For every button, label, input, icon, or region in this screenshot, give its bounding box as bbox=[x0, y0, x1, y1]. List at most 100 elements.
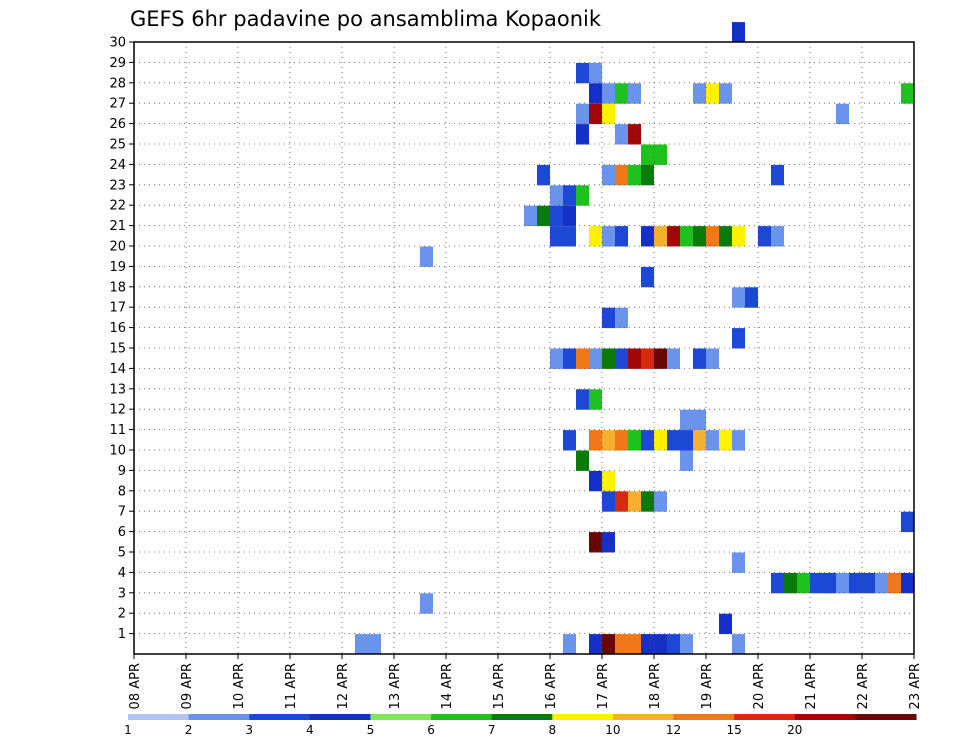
heatmap-cell bbox=[589, 634, 602, 655]
heatmap-cell bbox=[615, 226, 628, 247]
heatmap-cell bbox=[719, 613, 732, 635]
colorbar-swatch bbox=[370, 714, 432, 720]
colorbar-swatch bbox=[491, 714, 553, 720]
y-tick-label: 24 bbox=[109, 158, 126, 173]
y-tick-label: 8 bbox=[118, 484, 126, 499]
colorbar-legend: 1 2 3 4 5 6 7 8 10 12 15 20 bbox=[124, 714, 917, 737]
colorbar-label: 4 bbox=[306, 723, 314, 737]
heatmap-cell bbox=[550, 205, 563, 227]
heatmap-cell bbox=[563, 348, 576, 369]
heatmap-cell bbox=[680, 450, 693, 471]
heatmap-cell bbox=[641, 491, 654, 512]
colorbar-swatch bbox=[128, 714, 190, 720]
heatmap-cell bbox=[589, 470, 602, 492]
heatmap-cell bbox=[602, 491, 615, 512]
heatmap-cell bbox=[641, 266, 654, 288]
x-tick-label: 18 APR bbox=[648, 663, 663, 709]
heatmap-cell bbox=[563, 430, 576, 451]
colorbar-label: 12 bbox=[666, 723, 681, 737]
heatmap-cell bbox=[563, 205, 576, 227]
heatmap-cell bbox=[849, 572, 862, 594]
heatmap-cell bbox=[589, 430, 602, 451]
x-tick-label: 22 APR bbox=[856, 663, 871, 709]
y-tick-label: 4 bbox=[118, 566, 126, 581]
heatmap-cell bbox=[537, 205, 550, 227]
y-tick-label: 25 bbox=[109, 138, 126, 153]
heatmap-cell bbox=[615, 634, 628, 655]
heatmap-cell bbox=[537, 164, 550, 186]
heatmap-cell bbox=[615, 83, 628, 104]
y-tick-label: 12 bbox=[109, 403, 126, 418]
heatmap-cell bbox=[615, 164, 628, 186]
y-tick-label: 18 bbox=[109, 280, 126, 295]
heatmap-cell bbox=[888, 572, 901, 594]
x-tick-label: 13 APR bbox=[388, 663, 403, 709]
x-tick-label: 10 APR bbox=[232, 663, 247, 709]
heatmap-cell bbox=[550, 348, 563, 369]
colorbar-label: 10 bbox=[605, 723, 620, 737]
colorbar-swatch bbox=[552, 714, 614, 720]
heatmap-cell bbox=[862, 572, 875, 594]
colorbar-swatch bbox=[794, 714, 856, 720]
colorbar-swatch bbox=[431, 714, 493, 720]
heatmap-cell bbox=[589, 62, 602, 84]
heatmap-cell bbox=[771, 572, 784, 594]
heatmap-cell bbox=[563, 185, 576, 206]
heatmap-cell bbox=[628, 164, 641, 186]
heatmap-cell bbox=[719, 226, 732, 247]
x-tick-label: 19 APR bbox=[700, 663, 715, 709]
x-tick-label: 21 APR bbox=[804, 663, 819, 709]
x-tick-label: 17 APR bbox=[596, 663, 611, 709]
y-tick-label: 27 bbox=[109, 97, 126, 112]
heatmap-cell bbox=[589, 532, 602, 553]
heatmap-cell bbox=[693, 83, 706, 104]
heatmap-cell bbox=[589, 83, 602, 104]
heatmap-cell bbox=[615, 430, 628, 451]
y-tick-label: 13 bbox=[109, 382, 126, 397]
heatmap-cell bbox=[602, 348, 615, 369]
heatmap-cell bbox=[602, 103, 615, 125]
heatmap-cell bbox=[680, 634, 693, 655]
x-tick-label: 12 APR bbox=[336, 663, 351, 709]
heatmap-cell bbox=[654, 226, 667, 247]
heatmap-cell bbox=[875, 572, 888, 594]
y-tick-label: 3 bbox=[118, 586, 126, 601]
heatmap-cell bbox=[667, 430, 680, 451]
heatmap-cell bbox=[732, 22, 745, 43]
heatmap-cell bbox=[901, 511, 914, 533]
y-tick-label: 11 bbox=[109, 423, 126, 438]
y-tick-label: 14 bbox=[109, 362, 126, 377]
y-tick-label: 1 bbox=[118, 627, 126, 642]
y-tick-label: 17 bbox=[109, 301, 126, 316]
heatmap-cell bbox=[641, 634, 654, 655]
grid-layer bbox=[133, 41, 915, 654]
colorbar-label: 15 bbox=[727, 723, 742, 737]
heatmap-cell bbox=[810, 572, 823, 594]
heatmap-cell bbox=[420, 593, 433, 614]
heatmap-cell bbox=[368, 634, 381, 655]
heatmap-cell bbox=[355, 634, 368, 655]
y-tick-label: 2 bbox=[118, 607, 126, 622]
heatmap-cell bbox=[836, 572, 849, 594]
colorbar-swatch bbox=[309, 714, 371, 720]
heatmap-cell bbox=[797, 572, 810, 594]
colorbar-label: 5 bbox=[367, 723, 375, 737]
heatmap-cell bbox=[706, 430, 719, 451]
y-tick-label: 29 bbox=[109, 56, 126, 71]
colorbar-swatch bbox=[673, 714, 735, 720]
cells-layer bbox=[355, 22, 914, 655]
heatmap-cell bbox=[732, 287, 745, 308]
heatmap-cell bbox=[602, 307, 615, 329]
heatmap-cell bbox=[576, 103, 589, 125]
heatmap-cell bbox=[576, 62, 589, 84]
x-tick-label: 16 APR bbox=[544, 663, 559, 709]
heatmap-cell bbox=[602, 164, 615, 186]
heatmap-cell bbox=[667, 634, 680, 655]
heatmap-cell bbox=[732, 552, 745, 573]
heatmap-cell bbox=[732, 328, 745, 349]
heatmap-cell bbox=[641, 164, 654, 186]
x-tick-label: 23 APR bbox=[908, 663, 923, 709]
heatmap-cell bbox=[654, 491, 667, 512]
heatmap-cell bbox=[693, 348, 706, 369]
